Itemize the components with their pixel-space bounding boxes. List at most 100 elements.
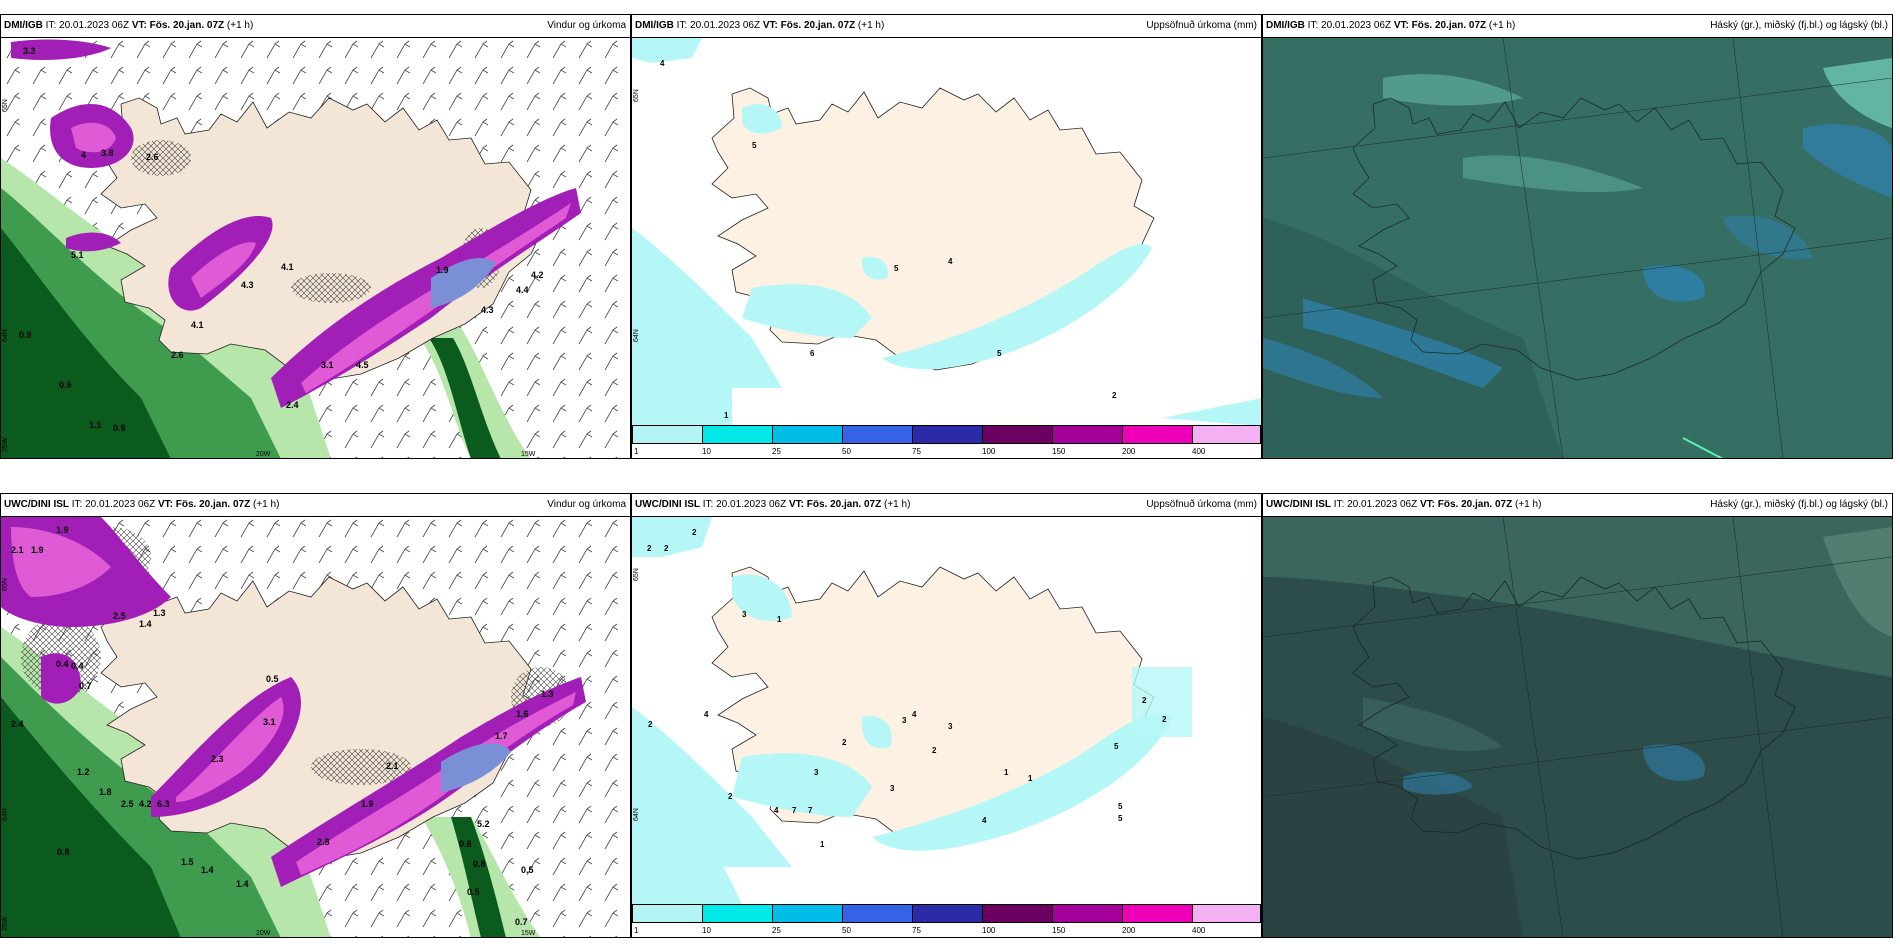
it-value: 20.01.2023 06Z (85, 499, 156, 510)
vt-label: VT: (1419, 499, 1435, 510)
colorbar-tick: 100 (982, 926, 996, 935)
vt-value: Fös. 20.jan. 07Z (149, 20, 225, 31)
it-label: IT: (45, 20, 57, 31)
map-label: 2.5 (121, 799, 134, 809)
vt-value: Fös. 20.jan. 07Z (1437, 499, 1513, 510)
map-value-labels: 3.3 2.6 4 3.8 4.1 4.3 4.1 2.6 3.1 4.5 2.… (19, 46, 544, 433)
map-label: 1.9 (361, 799, 374, 809)
model-name: UWC/DINI ISL (635, 499, 700, 510)
map-label: 0.8 (473, 859, 486, 869)
map-label: 1.3 (153, 608, 166, 618)
model-name: UWC/DINI ISL (1266, 499, 1331, 510)
map-label: 1.9 (31, 545, 44, 555)
grid-label: 20W (256, 930, 271, 937)
panel-title: Háský (gr.), miðský (fj.bl.) og lágský (… (1710, 499, 1888, 510)
colorbar-box (1192, 425, 1261, 444)
colorbar-tick: 400 (1192, 926, 1206, 935)
map-label: 1.8 (99, 787, 112, 797)
map-label: 3 (742, 610, 747, 619)
colorbar-box (772, 904, 842, 923)
it-label: IT: (702, 499, 714, 510)
it-value: 20.01.2023 06Z (1321, 20, 1392, 31)
map-label: 5 (894, 264, 899, 273)
map-label: 1.2 (77, 767, 90, 777)
it-label: IT: (1307, 20, 1319, 31)
map-label: 0.9 (59, 380, 72, 390)
grid-label: 64N (633, 808, 640, 821)
wind-precip-map: 3.3 2.6 4 3.8 4.1 4.3 4.1 2.6 3.1 4.5 2.… (1, 37, 630, 458)
colorbar-tick: 400 (1192, 447, 1206, 456)
model-name: DMI/IGB (4, 20, 43, 31)
vt-value: Fös. 20.jan. 07Z (780, 20, 856, 31)
colorbar-tick: 200 (1122, 447, 1136, 456)
vt-label: VT: (131, 20, 147, 31)
panel-title: Uppsöfnuð úrkoma (mm) (1146, 499, 1257, 510)
colorbar-tick: 50 (842, 926, 851, 935)
purple-precip-bands (11, 39, 581, 408)
cloud-panel-dmi: DMI/IGB IT: 20.01.2023 06Z VT: Fös. 20.j… (1262, 14, 1893, 459)
map-label: 4.4 (516, 285, 529, 295)
grid-label: 64N (633, 329, 640, 342)
map-label: 3 (814, 768, 819, 777)
map-label: 3.3 (23, 46, 36, 56)
colorbar-box (1122, 904, 1192, 923)
map-label: 1.1 (89, 420, 102, 430)
it-value: 20.01.2023 06Z (1347, 499, 1418, 510)
lead-time: (+1 h) (857, 20, 885, 31)
map-label: 4.2 (139, 799, 152, 809)
map-label: 5 (1114, 742, 1119, 751)
model-name: DMI/IGB (1266, 20, 1305, 31)
map-label: 2 (1142, 696, 1147, 705)
grid-label: 64N (2, 329, 9, 342)
colorbar-box (842, 904, 912, 923)
map-label: 1 (724, 411, 729, 420)
colorbar-tick: 75 (912, 447, 921, 456)
panel-header: DMI/IGB IT: 20.01.2023 06Z VT: Fös. 20.j… (1263, 15, 1892, 37)
map-label: 2.3 (211, 754, 224, 764)
colorbar-tick: 25 (772, 447, 781, 456)
model-name: UWC/DINI ISL (4, 499, 69, 510)
map-label: 4.2 (531, 270, 544, 280)
purple-precip-bands (1, 517, 586, 887)
wind-precip-panel-uwc: UWC/DINI ISL IT: 20.01.2023 06Z VT: Fös.… (0, 493, 631, 938)
colorbar-tick: 25 (772, 926, 781, 935)
colorbar-box (982, 425, 1052, 444)
vt-value: Fös. 20.jan. 07Z (1411, 20, 1487, 31)
map-label: 5 (1118, 802, 1123, 811)
cloud-map (1263, 37, 1892, 458)
grid-label: 25W (2, 437, 9, 452)
map-label: 0.7 (515, 917, 528, 927)
map-label: 2 (1162, 715, 1167, 724)
precip-colorbar: 1 10 25 50 75 100 150 200 400 (632, 904, 1261, 937)
it-label: IT: (71, 499, 83, 510)
map-label: 4.3 (481, 305, 494, 315)
grid-label: 20W (256, 451, 271, 458)
map-label: 1.4 (139, 619, 152, 629)
map-label: 6.3 (157, 799, 170, 809)
map-label: 0.9 (19, 330, 32, 340)
colorbar-box (702, 425, 772, 444)
precip-colorbar: 1 10 25 50 75 100 150 200 400 (632, 425, 1261, 458)
lead-time: (+1 h) (226, 20, 254, 31)
map-label: 1 (777, 615, 782, 624)
colorbar-tick: 150 (1052, 926, 1066, 935)
colorbar-box (1192, 904, 1261, 923)
panel-header: UWC/DINI ISL IT: 20.01.2023 06Z VT: Fös.… (1, 494, 630, 516)
map-label: 4 (912, 710, 917, 719)
colorbar-tick: 150 (1052, 447, 1066, 456)
map-label: 2 (648, 720, 653, 729)
map-label: 4.3 (241, 280, 254, 290)
map-label: 4.5 (356, 360, 369, 370)
map-label: 4 (81, 150, 86, 160)
map-label: 0.9 (113, 423, 126, 433)
colorbar-box (632, 904, 702, 923)
map-label: 1 (1028, 774, 1033, 783)
colorbar-box (912, 904, 982, 923)
colorbar-box (772, 425, 842, 444)
map-label: 1.9 (436, 265, 449, 275)
map-label: 2.5 (113, 611, 126, 621)
lead-time: (+1 h) (253, 499, 280, 510)
map-label: 3 (948, 722, 953, 731)
it-label: IT: (1333, 499, 1345, 510)
map-label: 4 (948, 257, 953, 266)
